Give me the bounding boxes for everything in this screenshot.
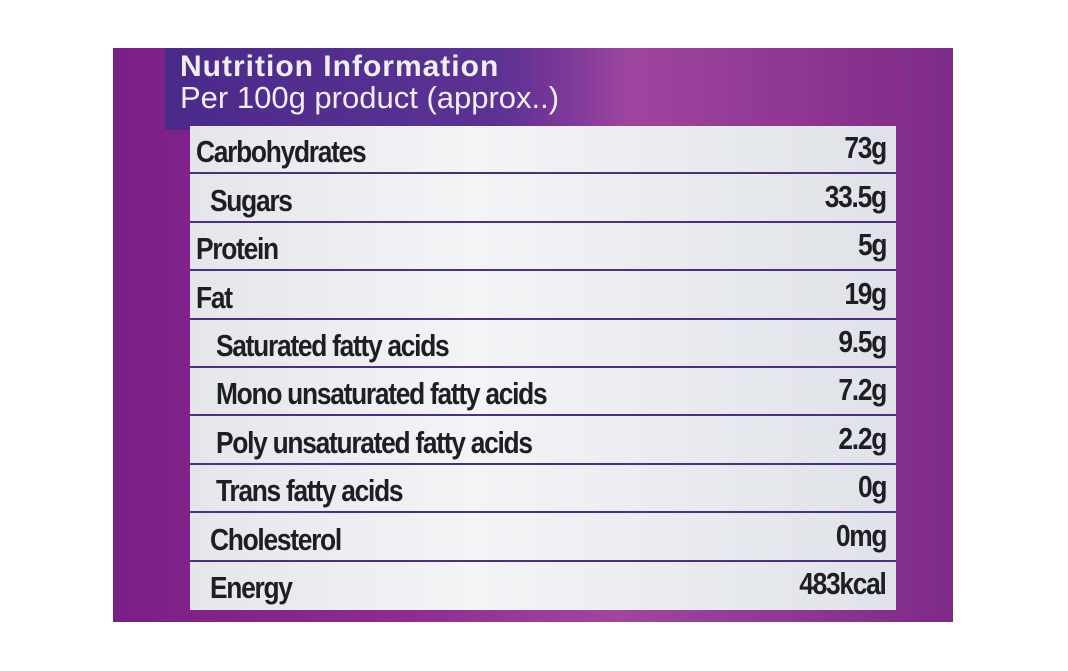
- nutrient: Trans fatty acids: [216, 473, 404, 509]
- row: Carbohydrates 73g: [190, 126, 896, 175]
- subtitle: Per 100g product (approx..): [180, 80, 560, 115]
- nutrient: Saturated fatty acids: [216, 327, 450, 363]
- nutrient: Poly unsaturated fatty acids: [216, 424, 533, 460]
- nutrient: Fat: [196, 279, 233, 315]
- nutrient: Energy: [210, 569, 293, 605]
- amount: 9.5g: [838, 323, 887, 359]
- row: Poly unsaturated fatty acids 2.2g: [190, 416, 896, 465]
- amount: 5g: [857, 227, 887, 263]
- row: Sugars 33.5g: [190, 174, 896, 223]
- row: Protein 5g: [190, 223, 896, 272]
- nutrition-table: Carbohydrates 73g Sugars 33.5g Protein 5g F…: [190, 126, 896, 610]
- amount: 33.5g: [824, 178, 887, 214]
- amount: 2.2g: [838, 420, 887, 456]
- amount: 73g: [844, 130, 887, 166]
- row: Trans fatty acids 0g: [190, 465, 896, 514]
- nutrient: Protein: [196, 231, 279, 267]
- row: Fat 19g: [190, 271, 896, 320]
- header-band: [165, 48, 635, 130]
- amount: 7.2g: [838, 372, 887, 408]
- row: Cholesterol 0mg: [190, 513, 896, 562]
- title: Nutrition Information: [180, 50, 500, 83]
- nutrient: Cholesterol: [210, 521, 342, 557]
- nutrient: Carbohydrates: [196, 134, 367, 170]
- nutrient: Mono unsaturated fatty acids: [216, 376, 548, 412]
- row: Saturated fatty acids 9.5g: [190, 320, 896, 368]
- amount: 0g: [857, 469, 887, 505]
- amount: 0mg: [835, 517, 888, 553]
- row: Energy 483kcal: [190, 562, 896, 608]
- amount: 19g: [844, 275, 887, 311]
- nutrient: Sugars: [210, 182, 293, 218]
- amount: 483kcal: [799, 565, 888, 601]
- row: Mono unsaturated fatty acids 7.2g: [190, 368, 896, 417]
